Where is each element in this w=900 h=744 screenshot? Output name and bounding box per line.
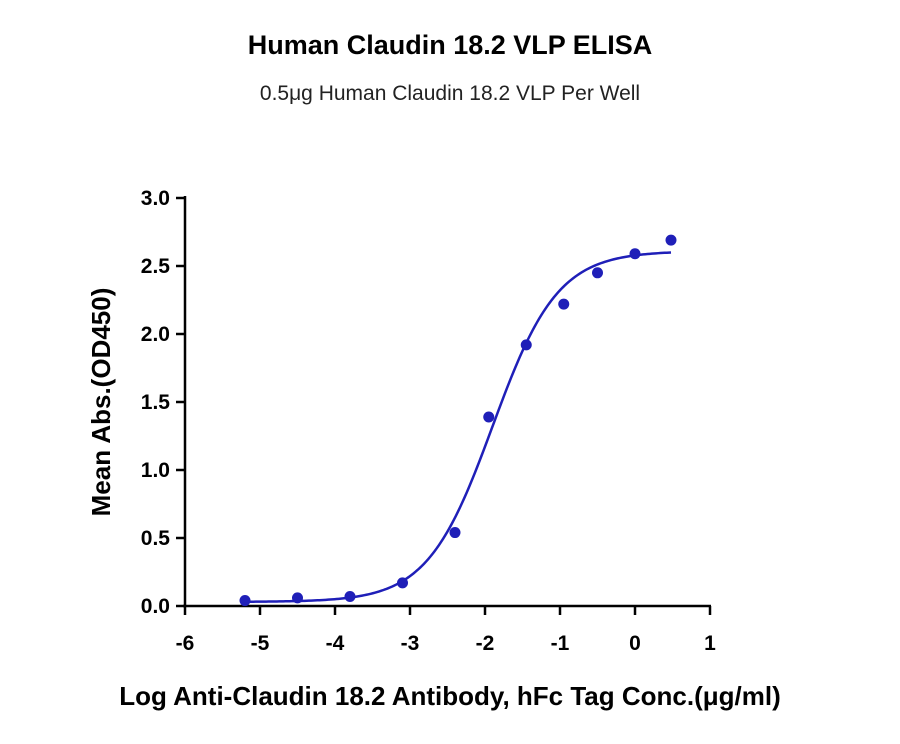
x-tick-label: -4 (326, 632, 345, 655)
x-axis-label: Log Anti-Claudin 18.2 Antibody, hFc Tag … (119, 681, 781, 711)
x-tick-label: -6 (176, 632, 195, 655)
y-tick-label: 0.5 (141, 527, 171, 550)
y-tick-label: 1.5 (141, 391, 171, 414)
data-point (344, 590, 356, 602)
y-tick-label: 2.5 (141, 255, 171, 278)
data-point (665, 234, 677, 246)
data-point (592, 267, 603, 279)
fit-curve-line (244, 251, 672, 603)
y-tick-label: 1.0 (141, 459, 170, 482)
data-point (558, 298, 570, 310)
data-point (292, 592, 303, 604)
y-tick-label: 2.0 (141, 323, 170, 346)
x-tick-label: -5 (251, 632, 270, 655)
y-axis-label: Mean Abs.(OD450) (86, 288, 116, 517)
x-tick-label: 0 (629, 632, 641, 655)
chart-subtitle: 0.5μg Human Claudin 18.2 VLP Per Well (259, 82, 641, 105)
data-point (483, 411, 495, 423)
chart-title: Human Claudin 18.2 VLP ELISA (247, 30, 653, 60)
y-tick-label: 3.0 (141, 187, 170, 210)
x-tick-label: -3 (401, 632, 420, 655)
y-tick-label: 0.0 (141, 595, 170, 618)
data-point (520, 339, 532, 351)
data-point (239, 595, 251, 607)
data-point (397, 577, 408, 589)
x-tick-label: -2 (476, 632, 495, 655)
x-tick-label: -1 (551, 632, 570, 655)
data-point (449, 527, 461, 539)
x-tick-label: 1 (704, 632, 716, 655)
data-point (629, 248, 641, 260)
